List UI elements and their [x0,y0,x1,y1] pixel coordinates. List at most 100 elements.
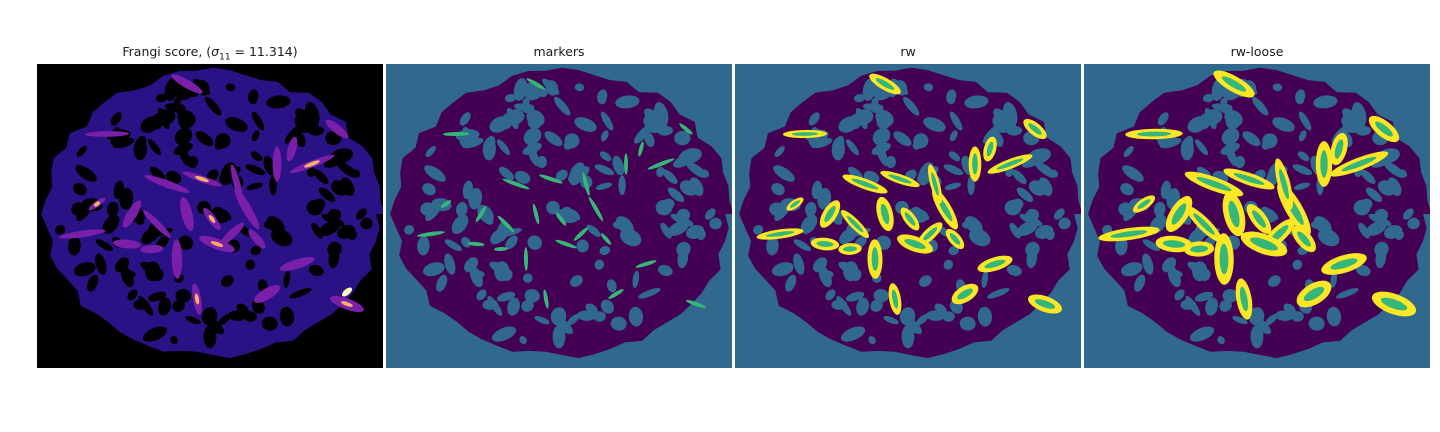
marker-label [600,233,612,245]
segment-core [824,205,836,223]
segment-core [871,247,879,271]
frangi-ridge [122,200,142,228]
segment-core [1219,243,1229,275]
segment-core [1330,258,1358,270]
panel-title-markers: markers [533,44,585,59]
segment-core [1380,297,1408,311]
marker-label [647,158,675,170]
frangi-score-image [37,64,383,368]
segment-core [851,178,879,190]
segment-core [1252,210,1266,228]
segment-core [1341,156,1377,172]
frangi-ridge [143,210,171,238]
marker-label [573,227,589,241]
marker-label [555,212,567,226]
segment-core [765,231,795,237]
rw-loose-segments [1098,70,1417,320]
segment-core [1034,299,1056,309]
segment-core [1110,230,1148,238]
frangi-hot-spot [210,241,224,247]
title-suffix: = 11.314) [230,44,298,59]
frangi-hot-spot [208,214,216,224]
frangi-peak [342,287,352,297]
frangi-ridge [230,164,244,204]
markers-holes [404,78,722,349]
marker-label [416,231,446,237]
frangi-ridge [272,146,282,182]
segment-core [1233,173,1265,185]
segment-core [972,153,978,175]
segment-core [1239,286,1249,312]
marker-label [467,241,485,247]
frangi-ridge [253,284,281,304]
segment-core [904,212,916,226]
segment-core [984,259,1006,269]
segment-core [931,172,939,196]
segment-core [1297,231,1311,247]
marker-label [543,289,549,309]
frangi-ridge [112,239,142,249]
segment-core [1171,203,1187,225]
segment-core [875,78,895,90]
segment-core [1221,76,1247,92]
segment-core [1196,177,1232,191]
segment-core [880,203,890,225]
segment-core [846,215,864,233]
segment-core [957,288,973,300]
segment-core [904,238,926,250]
frangi-ridge [171,239,183,279]
marker-label [679,123,693,135]
marker-label [685,299,707,309]
marker-label [588,196,604,222]
markers-labels [416,78,707,309]
segment-core [1320,150,1328,178]
frangi-hot-spot [341,301,353,307]
title-symbol: σ [211,44,220,59]
marker-label [624,153,628,175]
frangi-ridge [180,196,194,232]
segment-core [996,158,1024,170]
marker-label [638,141,644,157]
segment-core [1136,131,1172,137]
marker-label [493,246,509,252]
segment-core [922,227,938,241]
title-prefix: Frangi score, ( [122,44,212,59]
segment-core [842,246,858,252]
frangi-hot-spot [194,293,200,305]
frangi-hot-spot [304,160,320,168]
marker-label [582,172,590,196]
marker-label [608,289,624,299]
frangi-ridge [286,136,298,162]
segment-core [1162,240,1186,248]
frangi-ridge [171,74,203,94]
segment-core [1028,123,1042,135]
segment-core [1250,237,1278,251]
rw-segments [756,73,1062,315]
segment-core [1334,139,1344,159]
marker-label [475,205,487,223]
panel-title-frangi: Frangi score, (σ11 = 11.314) [37,44,383,64]
marker-label [440,200,452,208]
frangi-holes [55,78,373,349]
segment-core [1228,200,1240,228]
panel-title-rw: rw [900,44,916,59]
marker-label [555,239,577,249]
frangi-hot-spot [195,175,209,183]
marker-label [442,131,470,137]
segment-core [789,200,801,208]
frangi-ridge [84,131,130,137]
segment-core [1279,168,1289,200]
frangi-ridge [219,222,245,246]
segment-core [791,132,819,136]
frangi-ridge [248,229,266,249]
frangi-ridges [58,74,364,315]
segment-core [816,241,834,247]
panel-title-rw-loose: rw-loose [1230,44,1284,59]
segment-core [986,141,994,157]
segment-core [949,233,961,245]
frangi-ridge [58,229,106,239]
segment-core [1137,199,1151,209]
frangi-ridge [325,119,349,139]
segment-core [891,289,899,309]
